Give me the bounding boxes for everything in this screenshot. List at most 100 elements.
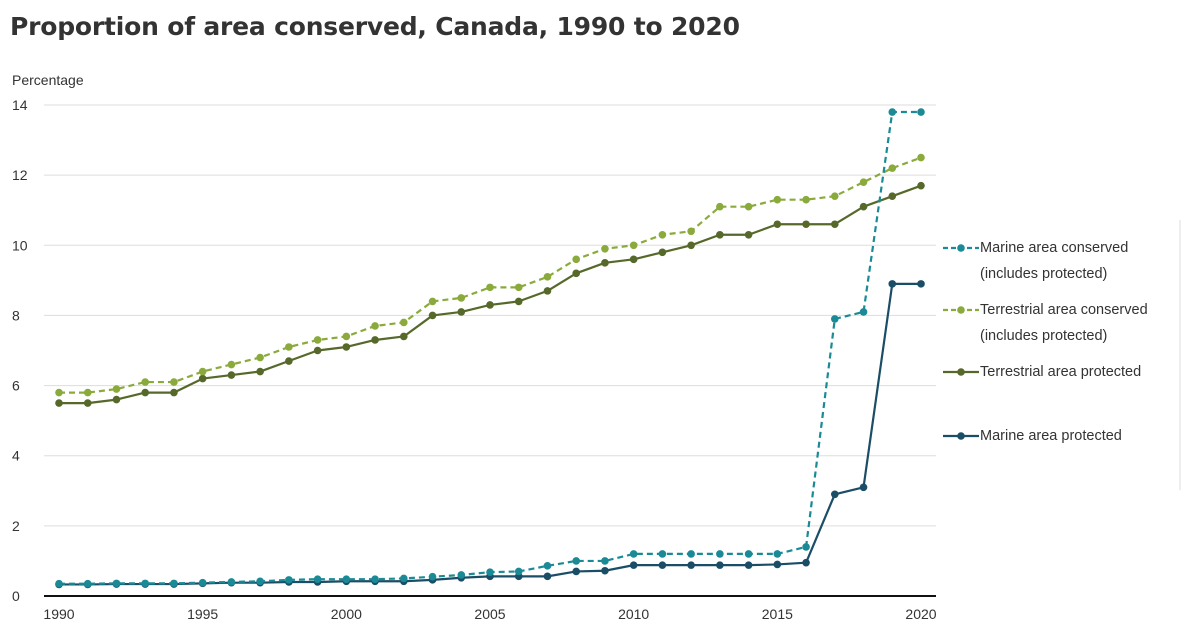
data-point	[428, 297, 437, 306]
data-point	[917, 181, 925, 190]
data-point	[802, 220, 810, 229]
data-point	[256, 367, 264, 376]
data-point	[888, 108, 897, 116]
chart-title: Proportion of area conserved, Canada, 19…	[10, 12, 740, 41]
data-point	[773, 195, 782, 204]
y-axis-label: Percentage	[12, 72, 84, 88]
data-point	[514, 567, 523, 576]
data-point	[601, 566, 609, 575]
series-lines	[59, 110, 922, 586]
legend-swatch-marker	[957, 368, 965, 376]
data-point	[658, 561, 667, 569]
data-point	[917, 280, 925, 288]
data-point	[859, 178, 868, 186]
data-point	[342, 575, 351, 583]
legend-label: Terrestrial area protected	[980, 359, 1141, 385]
y-tick-labels: 0 2 4 6 8 10 12 14	[12, 97, 28, 604]
data-point	[716, 202, 724, 211]
data-point	[572, 557, 580, 565]
data-point	[313, 575, 322, 583]
legend-label-line: Marine area conserved	[980, 240, 1129, 256]
data-point	[457, 308, 466, 316]
legend-label: Marine area conserved (includes protected…	[980, 235, 1128, 287]
data-point	[543, 273, 552, 281]
data-point	[170, 579, 178, 588]
x-tick-label: 2020	[905, 606, 936, 622]
data-point	[141, 378, 149, 386]
y-tick-label: 2	[12, 518, 20, 534]
data-point	[687, 227, 695, 236]
data-point	[601, 244, 609, 253]
legend-item: Marine area conserved (includes protected…	[942, 236, 1128, 287]
data-point	[629, 550, 638, 558]
data-point	[400, 318, 408, 327]
data-point	[572, 567, 580, 576]
data-point	[141, 388, 149, 397]
data-point	[256, 353, 264, 362]
data-point	[514, 283, 523, 292]
x-tick-labels: 1990 1995 2000 2005 2010 2015 2020	[43, 606, 936, 622]
data-point	[428, 572, 437, 581]
data-point	[514, 297, 523, 306]
x-tick-label: 2005	[474, 606, 505, 622]
data-point	[831, 220, 839, 229]
series-line	[59, 282, 921, 586]
legend-swatch	[943, 432, 979, 440]
data-point	[572, 269, 580, 278]
data-point	[256, 577, 264, 586]
data-point	[227, 371, 236, 379]
data-point	[917, 108, 925, 116]
data-point	[543, 572, 552, 581]
data-point	[457, 571, 466, 579]
data-point	[629, 561, 638, 569]
data-point	[227, 578, 236, 586]
legend-label: Marine area protected	[980, 423, 1122, 449]
data-point	[83, 388, 92, 397]
data-point	[888, 164, 897, 172]
data-point	[888, 280, 897, 288]
data-point	[917, 153, 925, 162]
data-point	[428, 311, 437, 320]
series-points	[55, 108, 925, 589]
legend-item: Marine area protected	[942, 424, 1122, 449]
data-point	[371, 575, 379, 583]
data-point	[773, 560, 782, 569]
side-divider	[1179, 220, 1181, 490]
data-point	[55, 399, 63, 407]
y-tick-label: 12	[12, 167, 28, 183]
y-tick-label: 6	[12, 378, 20, 394]
data-point	[83, 579, 92, 588]
legend-label-line: (includes protected)	[980, 266, 1108, 282]
data-point	[831, 490, 839, 499]
data-point	[371, 336, 379, 344]
data-point	[831, 192, 839, 200]
data-point	[687, 561, 695, 569]
data-point	[629, 255, 638, 264]
data-point	[112, 395, 121, 404]
x-tick-label: 1995	[187, 606, 218, 622]
data-point	[859, 308, 868, 316]
data-point	[601, 259, 609, 267]
data-point	[658, 248, 667, 257]
data-point	[198, 578, 207, 587]
data-point	[716, 550, 724, 558]
data-point	[83, 399, 92, 407]
data-point	[112, 579, 121, 588]
data-point	[744, 561, 753, 569]
data-point	[687, 241, 695, 250]
data-point	[859, 483, 868, 492]
legend-item: Terrestrial area protected	[942, 360, 1141, 385]
data-point	[773, 220, 782, 229]
data-point	[400, 332, 408, 341]
data-point	[285, 357, 293, 365]
legend-swatch	[943, 306, 979, 314]
y-tick-label: 14	[12, 97, 28, 113]
legend-swatch-marker	[957, 432, 965, 440]
legend-label-line: Marine area protected	[980, 428, 1122, 444]
data-point	[486, 301, 494, 309]
data-point	[457, 294, 466, 302]
data-point	[112, 385, 121, 393]
legend-swatch-marker	[957, 306, 965, 314]
x-tick-label: 2010	[618, 606, 649, 622]
data-point	[198, 374, 207, 383]
